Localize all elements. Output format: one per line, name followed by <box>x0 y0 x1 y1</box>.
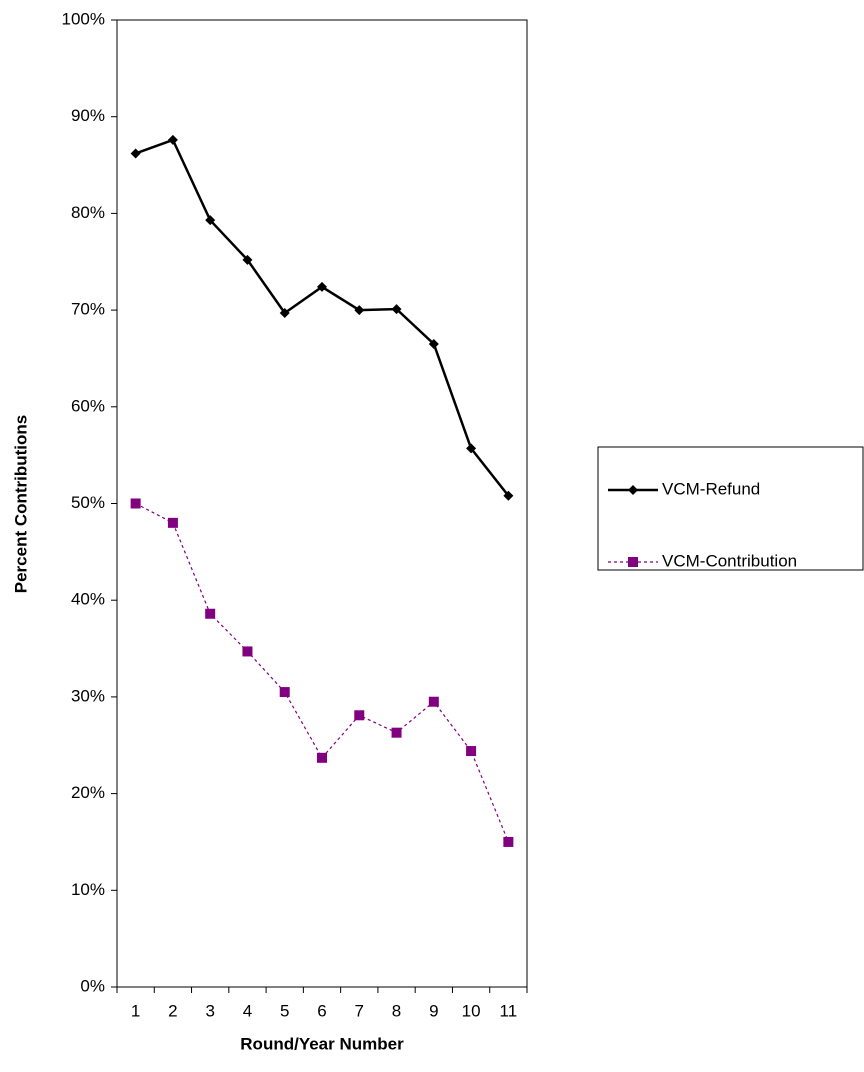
x-tick-label: 1 <box>131 1001 140 1020</box>
y-tick-label: 20% <box>71 783 105 802</box>
y-tick-label: 0% <box>80 976 105 995</box>
x-tick-label: 11 <box>500 1001 518 1020</box>
x-tick-label: 7 <box>355 1001 364 1020</box>
data-point <box>167 517 178 528</box>
data-point <box>428 696 439 707</box>
x-tick-label: 5 <box>280 1001 289 1020</box>
y-tick-label: 30% <box>71 686 105 705</box>
data-point <box>167 134 178 145</box>
data-point <box>317 752 327 763</box>
data-point <box>279 687 290 698</box>
x-tick-label: 8 <box>392 1001 401 1020</box>
y-tick-label: 80% <box>71 203 105 222</box>
x-tick-label: 3 <box>205 1001 214 1020</box>
data-point <box>205 215 216 226</box>
data-point <box>391 727 402 738</box>
legend-box <box>597 446 864 571</box>
x-tick-label: 9 <box>429 1001 438 1020</box>
legend-label: VCM-Refund <box>662 479 760 498</box>
data-point <box>466 746 477 757</box>
x-tick-label: 6 <box>317 1001 326 1020</box>
y-tick-label: 70% <box>71 300 105 319</box>
series-line <box>135 502 509 843</box>
data-point <box>503 836 514 847</box>
data-point <box>242 646 253 657</box>
x-tick-label: 10 <box>462 1001 481 1020</box>
data-point <box>130 498 141 509</box>
data-point <box>391 304 402 315</box>
x-tick-label: 2 <box>168 1001 177 1020</box>
y-tick-label: 100% <box>62 9 105 28</box>
data-point <box>205 608 216 619</box>
data-point <box>503 490 514 501</box>
series-line <box>135 138 510 497</box>
legend-marker <box>628 557 638 567</box>
y-tick-label: 10% <box>71 880 105 899</box>
data-point <box>354 305 365 316</box>
data-point <box>279 308 290 319</box>
y-tick-label: 90% <box>71 106 105 125</box>
data-point <box>130 148 141 159</box>
y-tick-label: 40% <box>71 590 105 609</box>
data-point <box>242 254 253 265</box>
x-tick-label: 4 <box>243 1001 252 1020</box>
legend-marker <box>628 485 638 495</box>
y-tick-label: 60% <box>71 396 105 415</box>
data-point <box>354 710 365 721</box>
data-point <box>317 281 327 292</box>
y-axis-title: Percent Contributions <box>11 415 30 594</box>
legend-label: VCM-Contribution <box>662 551 797 570</box>
data-point <box>466 443 477 454</box>
y-tick-label: 50% <box>71 493 105 512</box>
x-axis-title: Round/Year Number <box>240 1034 404 1053</box>
plot-frame <box>116 19 528 988</box>
data-point <box>428 338 439 349</box>
